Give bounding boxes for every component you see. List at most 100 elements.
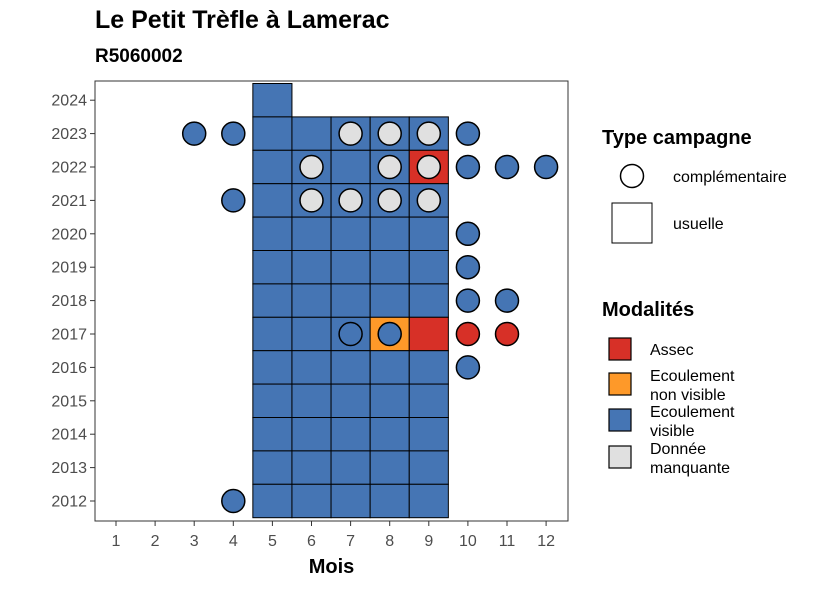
tile-2020-6 — [291, 216, 332, 252]
tile-2014-8 — [369, 417, 410, 452]
y-tick-label-2017: 2017 — [51, 327, 87, 344]
legend-key-square — [611, 202, 653, 244]
legend-label-1: Assec — [650, 342, 694, 359]
x-tick-label-11: 11 — [499, 533, 516, 550]
legend-label-2-line1: Ecoulement — [650, 368, 735, 385]
y-tick-label-2021: 2021 — [51, 193, 87, 210]
tile-2015-7 — [330, 383, 371, 419]
x-tick-label-9: 9 — [424, 533, 433, 550]
legend-key-circle — [619, 163, 645, 189]
tile-2012-6 — [291, 483, 332, 519]
tile-2012-9 — [408, 483, 449, 519]
x-axis-title: Mois — [309, 556, 355, 578]
point-2023-8 — [377, 121, 402, 146]
tile-2012-7 — [330, 483, 371, 519]
legend-label-usuelle: usuelle — [673, 216, 724, 233]
y-tick-label-2023: 2023 — [51, 126, 87, 143]
x-tick-label-6: 6 — [307, 533, 316, 550]
tile-2018-5 — [252, 283, 293, 318]
legend-label-3-line2: visible — [650, 423, 695, 440]
y-tick-label-2013: 2013 — [51, 460, 87, 477]
x-tick-label-3: 3 — [190, 533, 199, 550]
x-tick-label-1: 1 — [112, 533, 121, 550]
tile-2016-6 — [291, 350, 332, 385]
tile-2016-9 — [408, 350, 449, 385]
tile-2013-6 — [291, 450, 332, 485]
tile-2020-8 — [369, 216, 410, 252]
x-tick-label-2: 2 — [151, 533, 160, 550]
tile-2017-5 — [252, 316, 293, 352]
tile-2020-5 — [252, 216, 293, 252]
point-2021-8 — [377, 188, 402, 213]
tile-2012-5 — [252, 483, 293, 519]
tile-2015-6 — [291, 383, 332, 419]
tile-2020-9 — [408, 216, 449, 252]
tile-2018-9 — [408, 283, 449, 318]
point-2021-6 — [299, 188, 324, 213]
tile-2019-9 — [408, 250, 449, 285]
point-2018-10 — [455, 288, 481, 313]
y-tick-label-2016: 2016 — [51, 360, 87, 377]
tile-2015-8 — [369, 383, 410, 419]
legend-label-4-line1: Donnée — [650, 441, 706, 458]
tile-2013-7 — [330, 450, 371, 485]
tile-2018-6 — [291, 283, 332, 318]
tile-2015-5 — [252, 383, 293, 419]
point-2021-7 — [338, 188, 363, 213]
point-2017-8 — [377, 321, 402, 347]
legend-title-type-campagne: Type campagne — [602, 127, 752, 149]
y-tick-label-2014: 2014 — [51, 427, 87, 444]
y-tick-label-2022: 2022 — [51, 160, 87, 177]
point-2022-8 — [377, 154, 402, 180]
point-2020-10 — [455, 221, 481, 247]
point-2022-11 — [494, 154, 520, 180]
point-2017-10 — [455, 321, 481, 347]
tile-2023-5 — [252, 116, 293, 151]
points-layer — [181, 121, 559, 514]
legend-label-4-line2: manquante — [650, 460, 730, 477]
point-2022-10 — [455, 154, 481, 180]
y-tick-label-2018: 2018 — [51, 293, 87, 310]
tile-2013-8 — [369, 450, 410, 485]
y-axis: 2012 2013 2014 2015 2016 2017 2018 2019 2020 2021… — [51, 93, 95, 511]
tile-2013-5 — [252, 450, 293, 485]
tile-2018-7 — [330, 283, 371, 318]
tile-2014-7 — [330, 417, 371, 452]
point-2023-3 — [181, 121, 207, 146]
y-tick-label-2020: 2020 — [51, 226, 87, 243]
tile-2012-8 — [369, 483, 410, 519]
point-2019-10 — [455, 254, 481, 280]
tile-2019-6 — [291, 250, 332, 285]
legend-key-4 — [608, 445, 632, 469]
y-tick-label-2024: 2024 — [51, 93, 87, 110]
legend: Type campagne complémentaire usuelle Modali… — [602, 127, 787, 477]
legend-key-3 — [608, 408, 632, 432]
tile-2023-6 — [291, 116, 332, 151]
chart-title: Le Petit Trèfle à Lamerac — [95, 6, 390, 34]
y-tick-label-2012: 2012 — [51, 494, 87, 511]
legend-key-1 — [608, 337, 632, 361]
x-tick-label-8: 8 — [385, 533, 394, 550]
tile-2024-5 — [252, 83, 293, 118]
tile-2019-5 — [252, 250, 293, 285]
point-2022-12 — [533, 154, 559, 180]
tile-2021-5 — [252, 183, 293, 218]
legend-title-modalites: Modalités — [602, 299, 694, 321]
point-2022-6 — [299, 154, 324, 180]
tile-2015-9 — [408, 383, 449, 419]
point-2016-10 — [455, 355, 481, 380]
point-2022-9 — [416, 154, 442, 180]
y-tick-label-2015: 2015 — [51, 393, 87, 410]
point-2017-11 — [494, 321, 520, 347]
legend-key-2 — [608, 372, 632, 396]
tile-2016-7 — [330, 350, 371, 385]
x-tick-label-12: 12 — [537, 533, 555, 550]
tile-2019-7 — [330, 250, 371, 285]
tile-2014-9 — [408, 417, 449, 452]
point-2023-7 — [338, 121, 363, 146]
tile-2016-8 — [369, 350, 410, 385]
tile-2022-5 — [252, 149, 293, 185]
point-2021-9 — [416, 188, 442, 213]
x-tick-label-7: 7 — [346, 533, 355, 550]
